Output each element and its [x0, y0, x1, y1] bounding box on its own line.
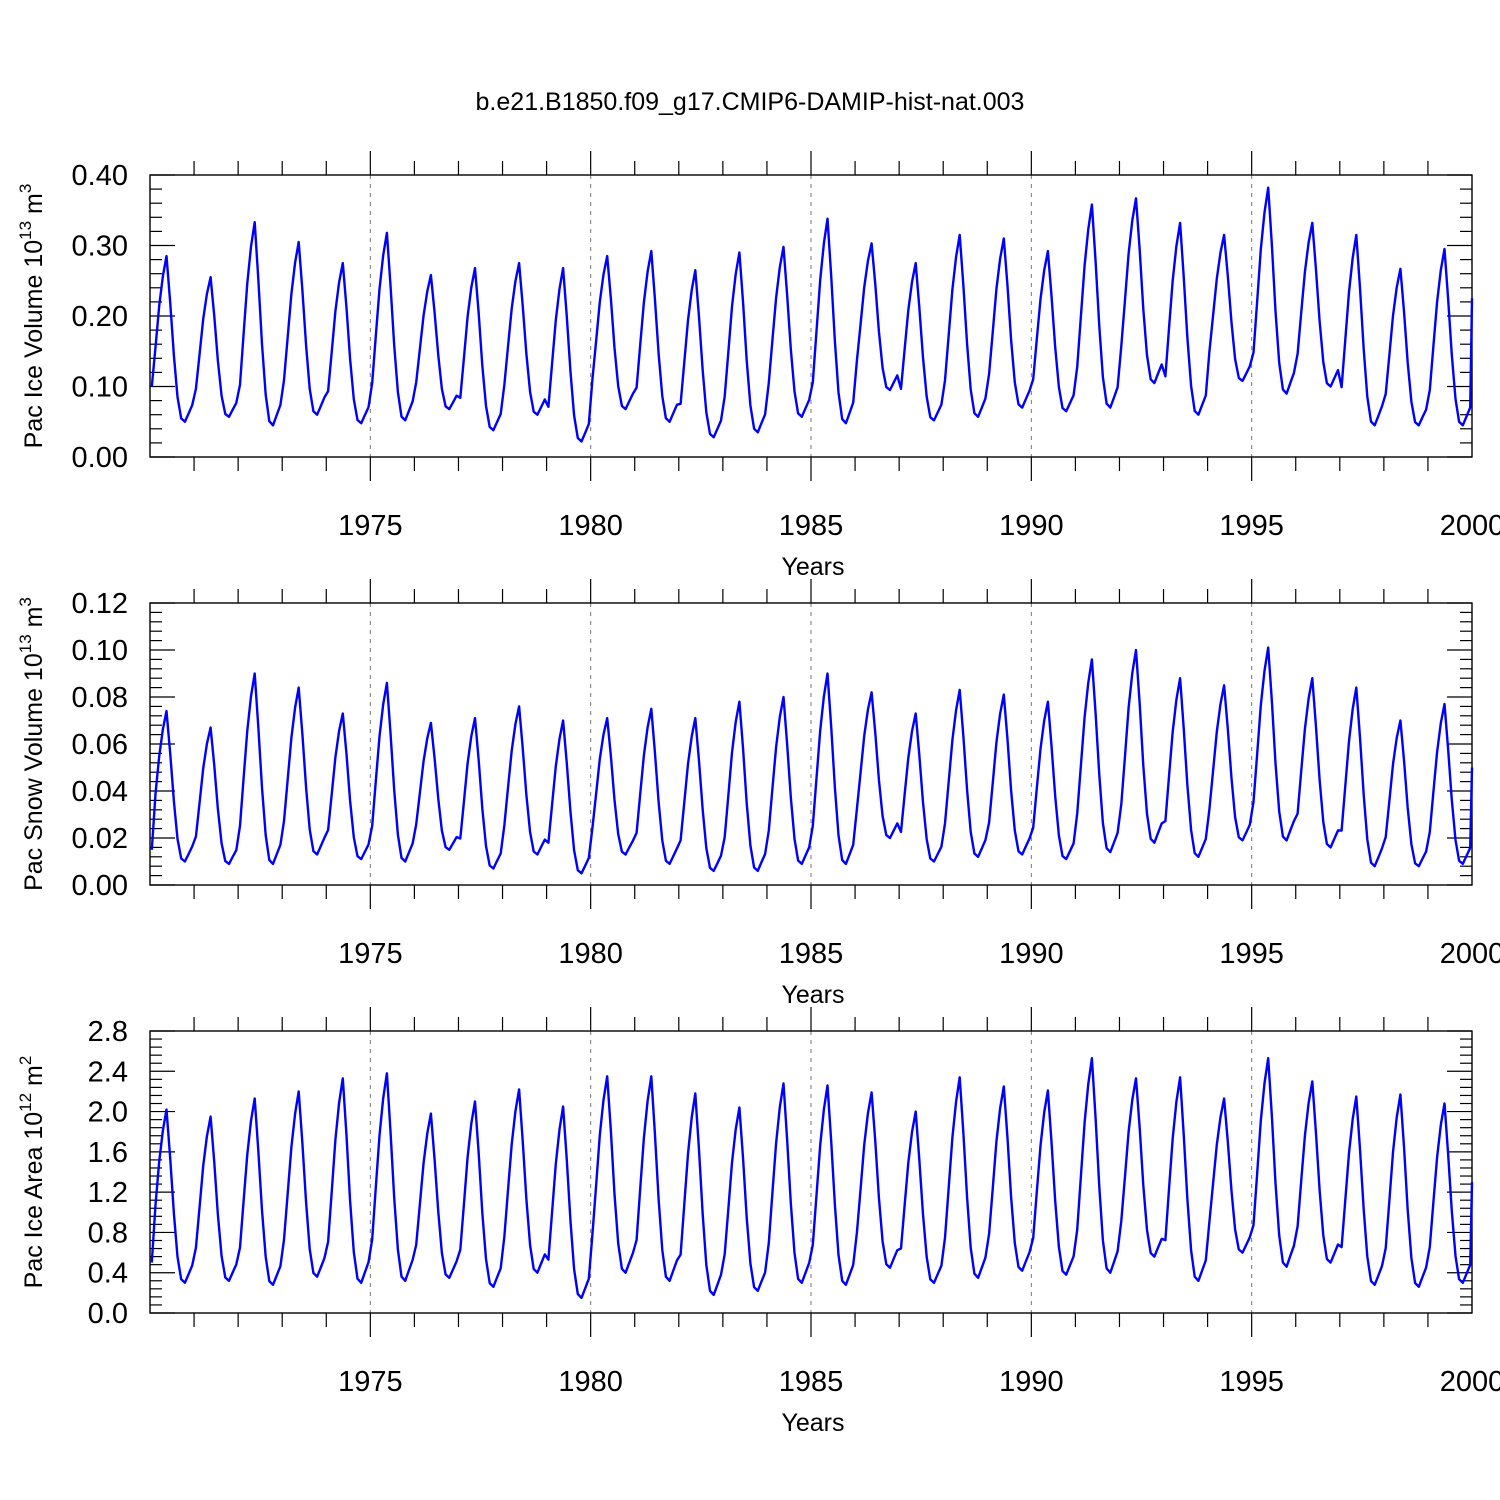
- y-axis-label-superscript: 2: [16, 1056, 35, 1065]
- figure-title: b.e21.B1850.f09_g17.CMIP6-DAMIP-hist-nat…: [476, 88, 1025, 116]
- y-tick-label: 0.8: [88, 1217, 128, 1249]
- panel-ice-volume: 1975 1980 1985 1990 1995 2000 Years 0.00 0.10 0.2…: [16, 151, 1500, 581]
- x-tick-label: 1985: [779, 938, 844, 970]
- y-axis-label-text: Pac Ice Volume 10: [20, 240, 48, 448]
- x-tick-label: 1975: [338, 1366, 403, 1398]
- x-tick-label: 1985: [779, 1366, 844, 1398]
- y-axis-label: Pac Snow Volume 1013 m3: [16, 597, 48, 891]
- y-tick-label: 0.30: [72, 231, 128, 263]
- y-axis-label-text: m: [20, 607, 48, 635]
- y-tick-label: 0.04: [72, 776, 128, 808]
- y-tick-label: 0.00: [72, 442, 128, 474]
- y-axis-label: Pac Ice Volume 1013 m3: [16, 184, 48, 449]
- y-tick-label: 0.12: [72, 588, 128, 620]
- y-axis-label-superscript: 12: [16, 1093, 35, 1112]
- y-tick-label: 1.2: [88, 1177, 128, 1209]
- y-tick-label: 0.10: [72, 372, 128, 404]
- y-tick-label: 2.8: [88, 1016, 128, 1048]
- x-tick-label: 1980: [558, 510, 623, 542]
- series-line-snow-volume: [150, 646, 1474, 875]
- y-axis-label-superscript: 3: [16, 597, 35, 606]
- y-tick-label: 0.08: [72, 682, 128, 714]
- y-tick-label: 2.0: [88, 1097, 128, 1129]
- panel-ice-area: 1975 1980 1985 1990 1995 2000 Years 0.0 0.4 0.8 1.…: [16, 1007, 1500, 1437]
- y-axis-label-text: Pac Ice Area 10: [20, 1112, 48, 1289]
- y-tick-label: 0.06: [72, 729, 128, 761]
- x-axis-label: Years: [781, 981, 844, 1009]
- y-tick-label: 0.4: [88, 1258, 128, 1290]
- y-axis-label-superscript: 3: [16, 184, 35, 193]
- x-tick-label: 1995: [1219, 1366, 1284, 1398]
- x-axis-label: Years: [781, 1409, 844, 1437]
- x-tick-label: 1990: [999, 938, 1064, 970]
- x-tick-label: 1980: [558, 938, 623, 970]
- y-tick-label: 1.6: [88, 1137, 128, 1169]
- x-axis-label: Years: [781, 553, 844, 581]
- y-tick-label: 0.0: [88, 1298, 128, 1330]
- x-tick-label: 1990: [999, 1366, 1064, 1398]
- y-tick-label: 0.00: [72, 870, 128, 902]
- y-axis-label-superscript: 13: [16, 221, 35, 240]
- y-tick-label: 0.02: [72, 823, 128, 855]
- x-tick-label: 1995: [1219, 510, 1284, 542]
- y-axis-label-superscript: 13: [16, 634, 35, 653]
- series-line-ice-volume: [150, 186, 1474, 443]
- series-line-ice-area: [150, 1057, 1474, 1300]
- y-axis-label: Pac Ice Area 1012 m2: [16, 1056, 48, 1289]
- plot-frame: [149, 174, 1473, 458]
- x-tick-label: 1975: [338, 510, 403, 542]
- x-tick-label: 2000: [1440, 1366, 1500, 1398]
- y-tick-label: 0.40: [72, 160, 128, 192]
- x-tick-label: 1975: [338, 938, 403, 970]
- y-axis-label-text: Pac Snow Volume 10: [20, 653, 48, 891]
- x-tick-label: 1995: [1219, 938, 1284, 970]
- x-tick-label: 1985: [779, 510, 844, 542]
- y-axis-label-text: m: [20, 193, 48, 221]
- x-tick-label: 2000: [1440, 938, 1500, 970]
- x-tick-label: 1990: [999, 510, 1064, 542]
- x-tick-label: 2000: [1440, 510, 1500, 542]
- y-axis-label-text: m: [20, 1065, 48, 1093]
- y-tick-label: 0.10: [72, 635, 128, 667]
- x-tick-label: 1980: [558, 1366, 623, 1398]
- y-tick-label: 2.4: [88, 1056, 128, 1088]
- panel-snow-volume: 1975 1980 1985 1990 1995 2000 Years 0.00 0.02 0.0…: [16, 579, 1500, 1009]
- y-tick-label: 0.20: [72, 301, 128, 333]
